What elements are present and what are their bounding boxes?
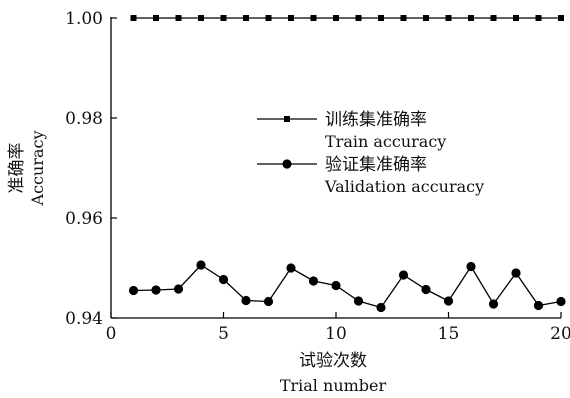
data-point-validation: [218, 274, 229, 285]
data-point-validation: [466, 261, 476, 272]
data-point-train: [198, 15, 204, 21]
data-point-train: [513, 15, 519, 21]
x-axis-title-en: Trial number: [280, 376, 387, 395]
data-point-validation: [196, 260, 206, 270]
y-axis-title: 准确率: [7, 143, 27, 194]
x-tick-label: 20: [550, 324, 570, 344]
data-point-validation: [128, 285, 139, 296]
x-tick-label: 5: [218, 324, 229, 344]
legend-train-marker: [284, 116, 290, 122]
y-tick-label: 0.94: [65, 309, 103, 329]
data-point-train: [310, 15, 317, 21]
y-axis-title-en: Accuracy: [28, 131, 47, 207]
data-point-validation: [511, 268, 521, 278]
data-point-validation: [353, 296, 364, 306]
data-point-validation: [376, 302, 386, 313]
data-point-validation: [263, 296, 274, 307]
data-point-train: [220, 15, 227, 21]
data-point-train: [130, 15, 137, 21]
data-point-validation: [443, 296, 454, 306]
x-tick-label: 10: [325, 324, 347, 344]
x-axis-title: 试验次数: [299, 351, 367, 371]
data-point-validation: [286, 263, 296, 273]
data-point-train: [468, 15, 474, 21]
legend-validation-label-en: Validation accuracy: [324, 177, 484, 196]
x-tick-label: 0: [106, 324, 117, 344]
data-point-validation: [331, 280, 341, 291]
data-point-train: [445, 15, 452, 21]
data-point-validation: [151, 285, 161, 295]
data-point-train: [175, 15, 182, 21]
data-point-validation: [488, 299, 499, 309]
data-point-train: [490, 15, 497, 21]
data-point-train: [243, 15, 249, 21]
data-point-train: [333, 15, 339, 21]
y-tick-label: 0.96: [65, 209, 103, 229]
data-point-validation: [173, 284, 184, 294]
data-point-train: [400, 15, 407, 21]
data-point-train: [378, 15, 384, 21]
series-train: [130, 15, 564, 21]
data-point-validation: [533, 300, 544, 311]
data-point-validation: [398, 270, 409, 280]
data-point-validation: [308, 276, 319, 286]
y-tick-label: 1.00: [65, 9, 103, 29]
series-validation: [128, 260, 566, 313]
legend-validation-label: 验证集准确率: [325, 155, 427, 175]
y-tick-label: 0.98: [65, 109, 103, 129]
data-point-train: [558, 15, 564, 21]
legend: 训练集准确率 Train accuracy 验证集准确率 Validation …: [257, 110, 484, 196]
data-point-train: [423, 15, 429, 21]
data-point-train: [265, 15, 272, 21]
ticks: 0 5 10 15 20 0.94 0.96 0.98 1.00: [65, 9, 570, 344]
data-point-train: [355, 15, 362, 21]
data-point-validation: [241, 295, 251, 306]
legend-validation-marker: [282, 159, 292, 169]
legend-train-label: 训练集准确率: [325, 110, 427, 130]
data-point-train: [288, 15, 294, 21]
data-point-train: [535, 15, 542, 21]
legend-train-label-en: Train accuracy: [325, 132, 446, 151]
x-tick-label: 15: [438, 324, 460, 344]
series-layer: [128, 15, 566, 313]
data-point-validation: [556, 296, 566, 307]
data-point-validation: [421, 284, 431, 295]
data-point-train: [153, 15, 159, 21]
